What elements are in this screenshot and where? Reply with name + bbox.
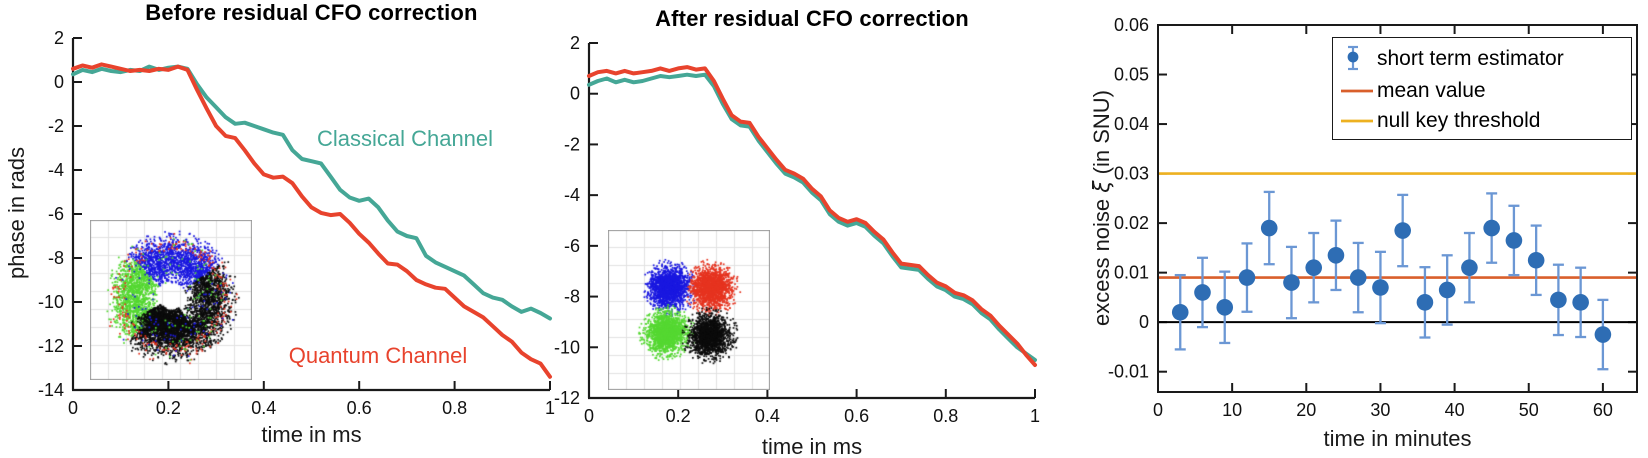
axis-before-cfo: 0 0.2 0.4 0.6 0.8 1 2 0 -2 -4 -6 -8 -10 -12 -14 [38,28,555,418]
y-tick-label: -0.01 [1108,362,1149,382]
legend-label: short term estimator [1377,46,1564,70]
ylabel-excess-noise: excess noise ξ (in SNU) [1089,90,1115,326]
constellation-inset-after [608,230,770,390]
x-tick-label: 40 [1445,400,1465,420]
x-tick-label: 20 [1296,400,1316,420]
title-after-cfo: After residual CFO correction [655,6,969,31]
data-point [1461,259,1478,276]
data-point [1372,279,1389,296]
legend-item-short-term-estimator: short term estimator [1341,44,1623,72]
x-tick-label: 0.2 [666,406,691,426]
axis-after-cfo: 0 0.2 0.4 0.6 0.8 1 2 0 -2 -4 -6 -8 -10 -12 [554,33,1040,426]
ylabel-excess-noise-pre: excess noise [1089,192,1114,327]
xlabel-time-minutes: time in minutes [1323,426,1472,451]
y-tick-label: -6 [48,204,64,224]
y-tick-label: -4 [48,160,64,180]
y-tick-label: 0.06 [1114,15,1149,35]
title-before-cfo: Before residual CFO correction [145,0,478,25]
ylabel-excess-noise-post: (in SNU) [1089,89,1114,181]
constellation-inset-before [90,220,252,380]
legend-label: mean value [1377,79,1486,103]
data-point [1527,251,1545,269]
xi-symbol: ξ [1090,180,1115,193]
y-tick-label: 0 [54,72,64,92]
xlabel-time-ms-before: time in ms [261,422,362,447]
x-tick-label: 0.2 [156,398,181,418]
data-point [1305,259,1323,276]
y-tick-label: -4 [564,185,580,205]
excess-noise-data [1159,172,1636,371]
legend-item-mean-value: mean value [1341,79,1623,102]
x-tick-label: 1 [545,398,555,418]
x-tick-label: 0 [584,406,594,426]
data-point [1216,299,1234,316]
series-line-quantum-channel [71,62,552,379]
data-point [1416,294,1434,311]
y-tick-label: -10 [38,292,64,312]
x-tick-label: 0 [1153,400,1163,420]
y-tick-label: 0 [570,84,580,104]
x-tick-label: 0.4 [251,398,276,418]
y-tick-label: -6 [564,236,580,256]
y-tick-label: 0.05 [1114,65,1149,85]
y-tick-label: 0.01 [1114,263,1149,283]
data-point [1572,294,1589,311]
data-points [1171,219,1612,343]
classical-channel-label: Classical Channel [316,126,494,151]
data-point [1505,232,1523,249]
data-point [1594,326,1612,343]
data-point [1283,274,1300,291]
y-tick-label: 0.04 [1114,114,1149,134]
x-tick-label: 30 [1370,400,1390,420]
data-point [1260,219,1278,237]
y-tick-label: 0 [1139,312,1149,332]
x-tick-label: 10 [1222,400,1242,420]
x-tick-label: 1 [1030,406,1040,426]
legend-box: short term estimator mean value null key… [1332,37,1632,140]
y-tick-label: -8 [48,248,64,268]
legend-label: null key threshold [1377,109,1541,133]
y-tick-label: -2 [564,134,580,154]
legend-item-null-key-threshold: null key threshold [1341,109,1623,132]
x-tick-label: 0.8 [933,406,958,426]
x-tick-label: 50 [1519,400,1539,420]
data-point [1483,219,1500,237]
threshold-line-icon [1341,118,1377,124]
quantum-channel-label: Quantum Channel [288,343,468,368]
x-tick-label: 0.6 [347,398,372,418]
y-tick-label: 2 [54,28,64,48]
data-point [1238,269,1256,286]
y-tick-label: 0.02 [1114,213,1149,233]
x-tick-label: 0 [68,398,78,418]
series-line-quantum-channel [587,65,1037,367]
data-point [1171,303,1189,321]
y-tick-label: 2 [570,33,580,53]
y-tick-label: -14 [38,380,64,400]
xlabel-time-ms-after: time in ms [761,434,863,458]
data-point [1438,281,1456,299]
y-tick-label: -2 [48,116,64,136]
y-tick-label: -8 [564,287,580,307]
series-line-classical-channel [71,64,552,321]
y-tick-label: 0.03 [1114,164,1149,184]
x-tick-label: 60 [1593,400,1613,420]
x-tick-label: 0.4 [755,406,780,426]
data-point [1327,247,1345,264]
mean-line-icon [1341,88,1377,94]
y-tick-label: -12 [554,388,580,408]
x-tick-label: 0.6 [844,406,869,426]
data-point [1394,222,1411,239]
y-tick-label: -10 [554,337,580,357]
ylabel-phase: phase in rads [4,146,29,280]
x-tick-label: 0.8 [442,398,467,418]
series-line-classical-channel [587,72,1037,362]
y-tick-label: -12 [38,336,64,356]
data-point [1194,284,1211,301]
axis-excess-noise: 0 10 20 30 40 50 60-0.0100.010.020.030.040.050… [1108,15,1638,420]
data-point [1550,291,1567,309]
errorbar-marker-icon [1341,44,1377,72]
data-point [1349,269,1367,286]
